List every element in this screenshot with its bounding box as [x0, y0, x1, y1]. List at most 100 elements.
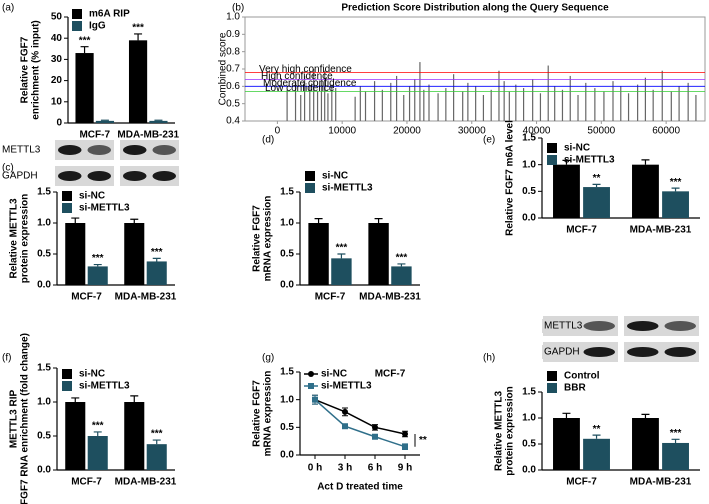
- point: [372, 424, 378, 431]
- y-axis-label: Relative METTL3: [9, 198, 20, 278]
- y-tick-label: 0.5: [37, 431, 51, 442]
- error-bar: [134, 33, 143, 41]
- x-tick-label: MDA-MB-231: [630, 225, 692, 236]
- blot-band: [627, 347, 659, 357]
- y-tick-label: 1.0: [280, 218, 294, 229]
- point: [372, 433, 378, 440]
- panel-label: (f): [2, 353, 11, 364]
- blot-band: [664, 321, 696, 331]
- significance: ***: [396, 253, 408, 264]
- x-tick-label: 0: [275, 126, 281, 137]
- panel-label: (a): [2, 3, 14, 14]
- x-tick-label: 50000: [587, 126, 615, 137]
- y-tick-label: 0.5: [280, 422, 294, 433]
- x-tick-label: MCF-7: [566, 225, 597, 236]
- y-tick-label: 20: [51, 75, 63, 86]
- error-bar: [562, 412, 571, 418]
- y-tick-label: 0.0: [37, 280, 51, 291]
- error-bar: [641, 413, 650, 418]
- legend-swatch: [547, 155, 557, 165]
- error-bar: [93, 431, 102, 436]
- y-tick-label: 0.0: [280, 450, 294, 461]
- significance: **: [419, 435, 427, 446]
- bar: [149, 120, 168, 123]
- x-tick-label: MDA-MB-231: [115, 477, 177, 488]
- point: [342, 408, 348, 415]
- error-bar: [641, 159, 650, 165]
- y-tick-label: 30: [51, 54, 63, 65]
- bar: [368, 223, 389, 285]
- bar: [308, 223, 329, 285]
- y-tick-label: 0.4: [226, 116, 240, 127]
- x-tick-label: MCF-7: [566, 477, 597, 488]
- bar: [331, 258, 352, 285]
- legend-marker: [308, 371, 314, 377]
- panel-label: (h): [483, 353, 495, 364]
- x-tick-label: MDA-MB-231: [117, 130, 179, 141]
- y-tick-label: 0.7: [226, 64, 240, 75]
- legend-label: m6A RIP: [89, 9, 130, 20]
- blot-band: [58, 171, 82, 181]
- significance: ***: [79, 35, 91, 46]
- y-tick-label: 0.5: [226, 98, 240, 109]
- bar: [391, 266, 412, 285]
- y-axis-label: FGF7 RNA enrichment (fold change): [20, 333, 31, 504]
- y-tick-label: 0.6: [226, 81, 240, 92]
- error-bar: [152, 439, 161, 445]
- panel-label: (c): [2, 163, 14, 174]
- chart-title: MCF-7: [375, 369, 406, 380]
- legend-swatch: [62, 381, 72, 391]
- error-bar: [374, 218, 383, 223]
- y-tick-label: 0.8: [226, 46, 240, 57]
- y-tick-label: 1.0: [522, 413, 536, 424]
- blot-band: [123, 171, 147, 181]
- blot-label-bg: [542, 319, 582, 333]
- y-tick-label: 0.0: [37, 465, 51, 476]
- legend-swatch: [547, 143, 557, 153]
- point: [312, 396, 318, 403]
- y-axis-label: Combined score: [218, 32, 229, 105]
- y-tick-label: 0.0: [522, 465, 536, 476]
- significance: ***: [670, 177, 682, 188]
- legend-swatch: [62, 369, 72, 379]
- bar: [553, 418, 580, 470]
- y-axis-label: protein expression: [20, 194, 31, 283]
- bar: [128, 40, 148, 123]
- significance: ***: [336, 243, 348, 254]
- legend-swatch: [72, 9, 82, 19]
- legend-label: si-NC: [321, 369, 347, 380]
- threshold-label: Low confidence: [265, 83, 335, 94]
- error-bar: [93, 263, 102, 267]
- legend-label: si-METTL3: [564, 155, 615, 166]
- bar: [87, 266, 108, 285]
- significance: ***: [92, 421, 104, 432]
- y-tick-label: 0.0: [522, 213, 536, 224]
- x-tick-label: 0 h: [308, 463, 322, 474]
- threshold-label: Very high confidence: [259, 64, 352, 75]
- y-tick-label: 1.0: [37, 397, 51, 408]
- panel-label: (d): [262, 135, 274, 146]
- legend-label: si-METTL3: [321, 381, 372, 392]
- y-axis-label: Relative METTL3: [494, 391, 505, 471]
- error-bar: [397, 263, 406, 267]
- y-tick-label: 1.5: [280, 367, 294, 378]
- y-axis-label: Relative FGF7: [252, 380, 263, 447]
- bar: [124, 402, 145, 470]
- bar: [87, 436, 108, 470]
- panel-label: (e): [483, 135, 495, 146]
- x-tick-label: 30000: [458, 126, 486, 137]
- panel-label: (g): [262, 353, 274, 364]
- point: [342, 423, 348, 430]
- y-axis-label: METTL3 RIP: [9, 390, 20, 449]
- bar: [146, 444, 167, 470]
- bar: [583, 187, 610, 218]
- blot-label: METTL3: [544, 321, 583, 332]
- y-axis-label: Relative FGF7: [20, 36, 31, 103]
- x-tick-label: MDA-MB-231: [359, 292, 421, 303]
- bar: [95, 120, 115, 123]
- point: [402, 443, 408, 450]
- blot-band: [123, 145, 147, 155]
- y-tick-label: 0: [56, 118, 62, 129]
- threshold-label: Moderate confidence: [263, 78, 357, 89]
